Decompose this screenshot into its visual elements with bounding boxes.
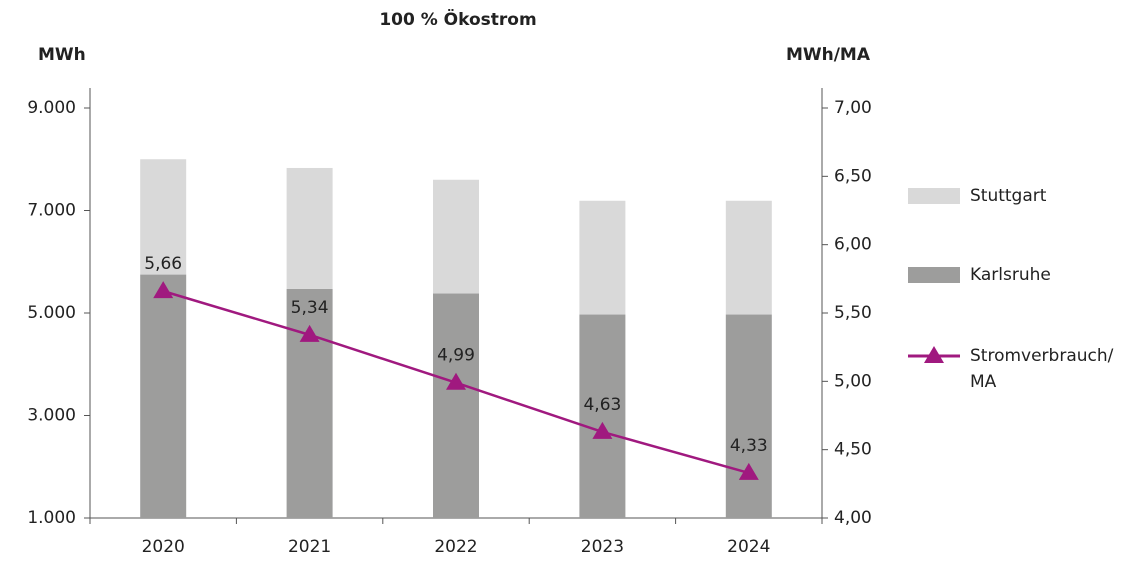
data-label: 4,99 [437, 346, 475, 366]
legend-label: Karlsruhe [970, 265, 1051, 285]
data-label: 4,63 [583, 395, 621, 415]
chart-title: 100 % Ökostrom [379, 8, 536, 30]
bar [433, 179, 479, 294]
legend-swatch [908, 188, 960, 204]
y-tick-label: 3.000 [27, 406, 76, 426]
bar [725, 200, 772, 315]
y-tick-label: 9.000 [27, 98, 76, 118]
bar [433, 293, 479, 518]
y2-tick-label: 6,00 [834, 235, 872, 255]
y2-tick-label: 6,50 [834, 166, 872, 186]
x-tick-label: 2022 [434, 537, 477, 557]
y-tick-label: 7.000 [27, 201, 76, 221]
marker [738, 462, 759, 480]
bar [725, 314, 772, 518]
marker [299, 324, 320, 342]
y2-tick-label: 4,00 [834, 508, 872, 528]
y2-tick-label: 5,00 [834, 371, 872, 391]
legend-label: Stromverbrauch/MA [970, 346, 1114, 392]
x-tick-label: 2021 [288, 537, 331, 557]
data-label: 5,34 [291, 298, 329, 318]
bar [140, 159, 187, 275]
bar [579, 314, 626, 518]
bar [286, 167, 333, 289]
y-tick-label: 1.000 [27, 508, 76, 528]
marker [592, 421, 613, 439]
x-tick-label: 2020 [142, 537, 185, 557]
bar [286, 288, 333, 518]
legend-label: Stuttgart [970, 186, 1047, 206]
data-label: 5,66 [144, 254, 182, 274]
y2-tick-label: 5,50 [834, 303, 872, 323]
y2-axis-label: MWh/MA [786, 45, 871, 65]
y-axis-label: MWh [38, 45, 86, 65]
marker [153, 281, 174, 299]
x-tick-label: 2024 [727, 537, 770, 557]
legend-marker [924, 346, 944, 363]
bar [140, 274, 187, 518]
legend-swatch [908, 267, 960, 283]
bar [579, 200, 626, 315]
marker [446, 372, 466, 390]
y2-tick-label: 4,50 [834, 440, 872, 460]
y2-tick-label: 7,00 [834, 98, 872, 118]
x-tick-label: 2023 [581, 537, 624, 557]
y-tick-label: 5.000 [27, 303, 76, 323]
data-label: 4,33 [730, 436, 768, 456]
